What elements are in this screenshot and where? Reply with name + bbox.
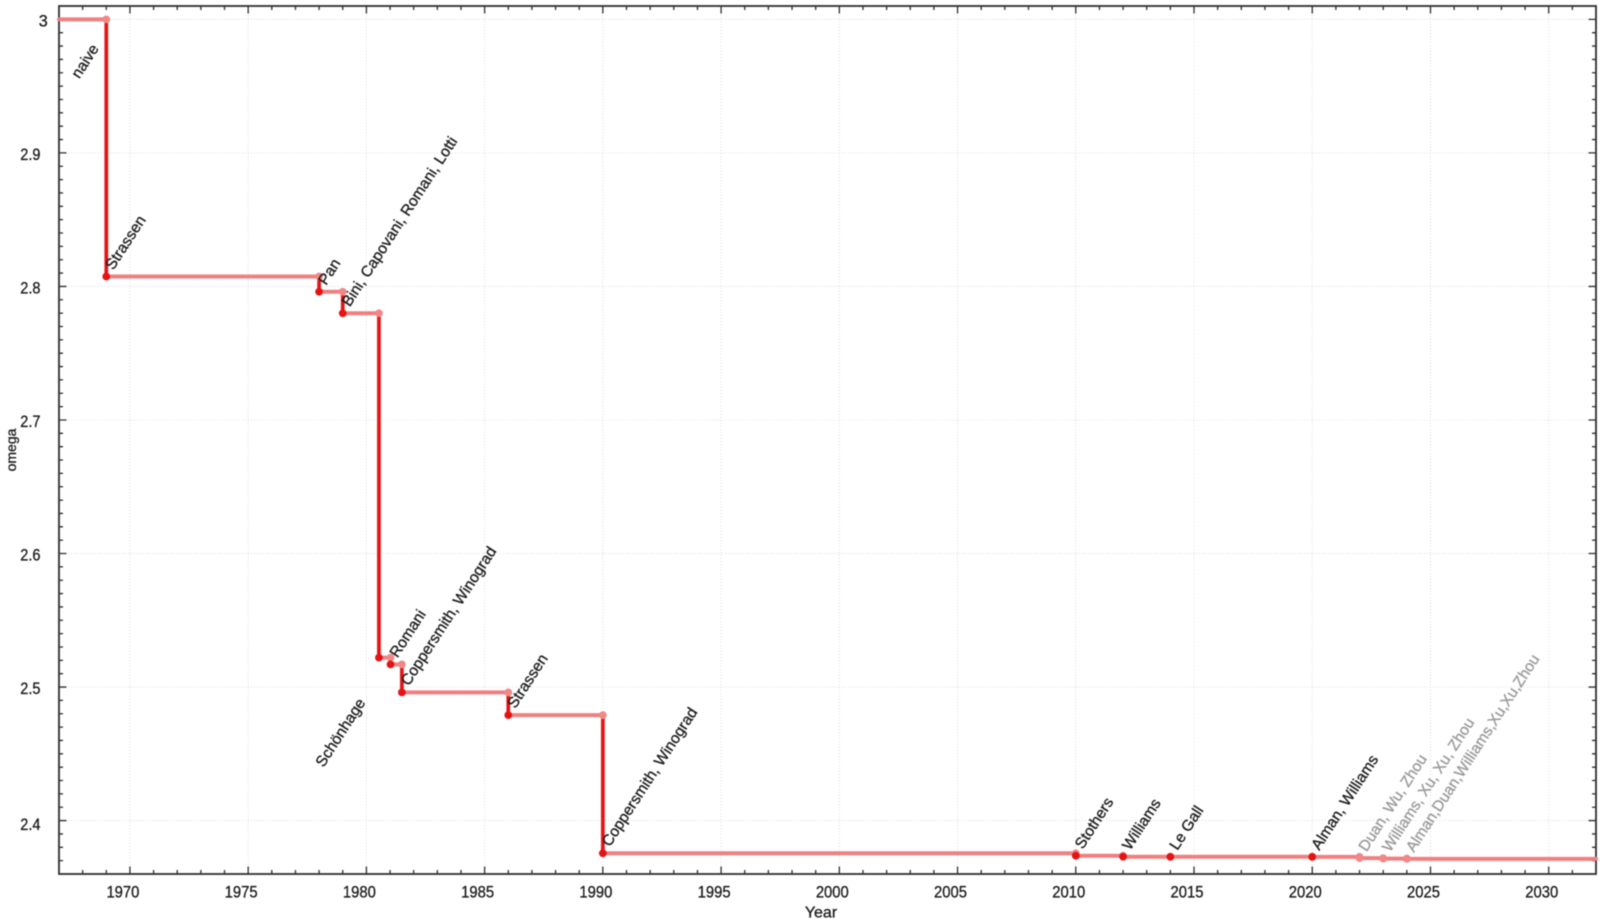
- svg-text:omega: omega: [3, 428, 19, 471]
- svg-text:2.9: 2.9: [20, 146, 40, 164]
- svg-text:1975: 1975: [225, 882, 258, 901]
- svg-text:2005: 2005: [934, 882, 967, 901]
- svg-text:2.7: 2.7: [20, 413, 40, 431]
- svg-text:1985: 1985: [461, 882, 494, 901]
- svg-text:3: 3: [39, 12, 48, 30]
- svg-text:Year: Year: [805, 905, 838, 920]
- svg-text:2.5: 2.5: [20, 680, 40, 698]
- svg-text:2000: 2000: [816, 882, 849, 901]
- svg-text:2020: 2020: [1289, 882, 1322, 901]
- svg-text:1980: 1980: [343, 882, 376, 901]
- svg-text:2.6: 2.6: [20, 547, 40, 565]
- svg-text:2.8: 2.8: [20, 279, 40, 297]
- svg-text:2.4: 2.4: [20, 816, 40, 834]
- svg-text:1990: 1990: [579, 882, 612, 901]
- svg-text:1995: 1995: [698, 882, 731, 901]
- svg-text:2030: 2030: [1525, 882, 1558, 901]
- svg-text:2025: 2025: [1407, 882, 1440, 901]
- svg-text:2015: 2015: [1171, 882, 1204, 901]
- svg-text:2010: 2010: [1052, 882, 1085, 901]
- svg-text:1970: 1970: [106, 882, 139, 901]
